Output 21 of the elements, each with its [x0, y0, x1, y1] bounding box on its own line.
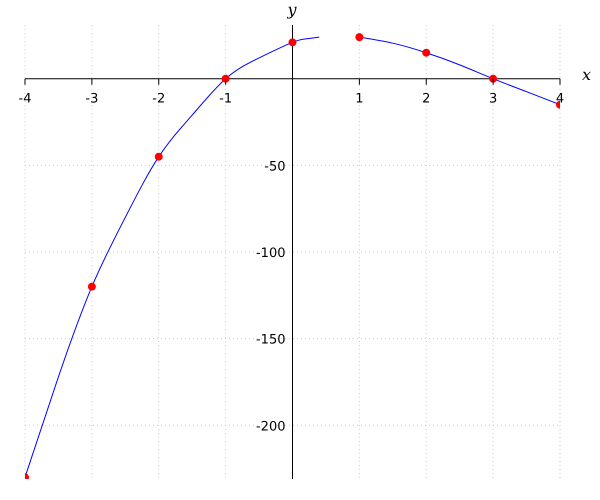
point	[489, 74, 498, 83]
x-tick-label: -2	[152, 92, 166, 107]
x-tick-label: -3	[85, 92, 98, 107]
x-tick-label: 3	[488, 92, 498, 107]
y-tick-label: -50	[264, 159, 286, 174]
y-tick-label: -200	[256, 419, 286, 434]
x-tick-label: 2	[422, 92, 430, 107]
y-axis-title: y	[288, 0, 297, 19]
point	[88, 282, 96, 291]
point	[288, 38, 296, 46]
point	[422, 48, 430, 57]
y-tick-label: -100	[256, 246, 286, 261]
y-tick-label: -150	[256, 332, 286, 348]
point	[154, 152, 163, 161]
x-tick-label: -1	[219, 92, 232, 107]
x-axis-title: x	[582, 64, 592, 84]
x-tick-label: 1	[355, 92, 364, 107]
x-tick-label: -4	[18, 92, 32, 107]
point	[355, 33, 364, 42]
point	[222, 74, 230, 83]
x-tick-label: 4	[556, 92, 564, 107]
